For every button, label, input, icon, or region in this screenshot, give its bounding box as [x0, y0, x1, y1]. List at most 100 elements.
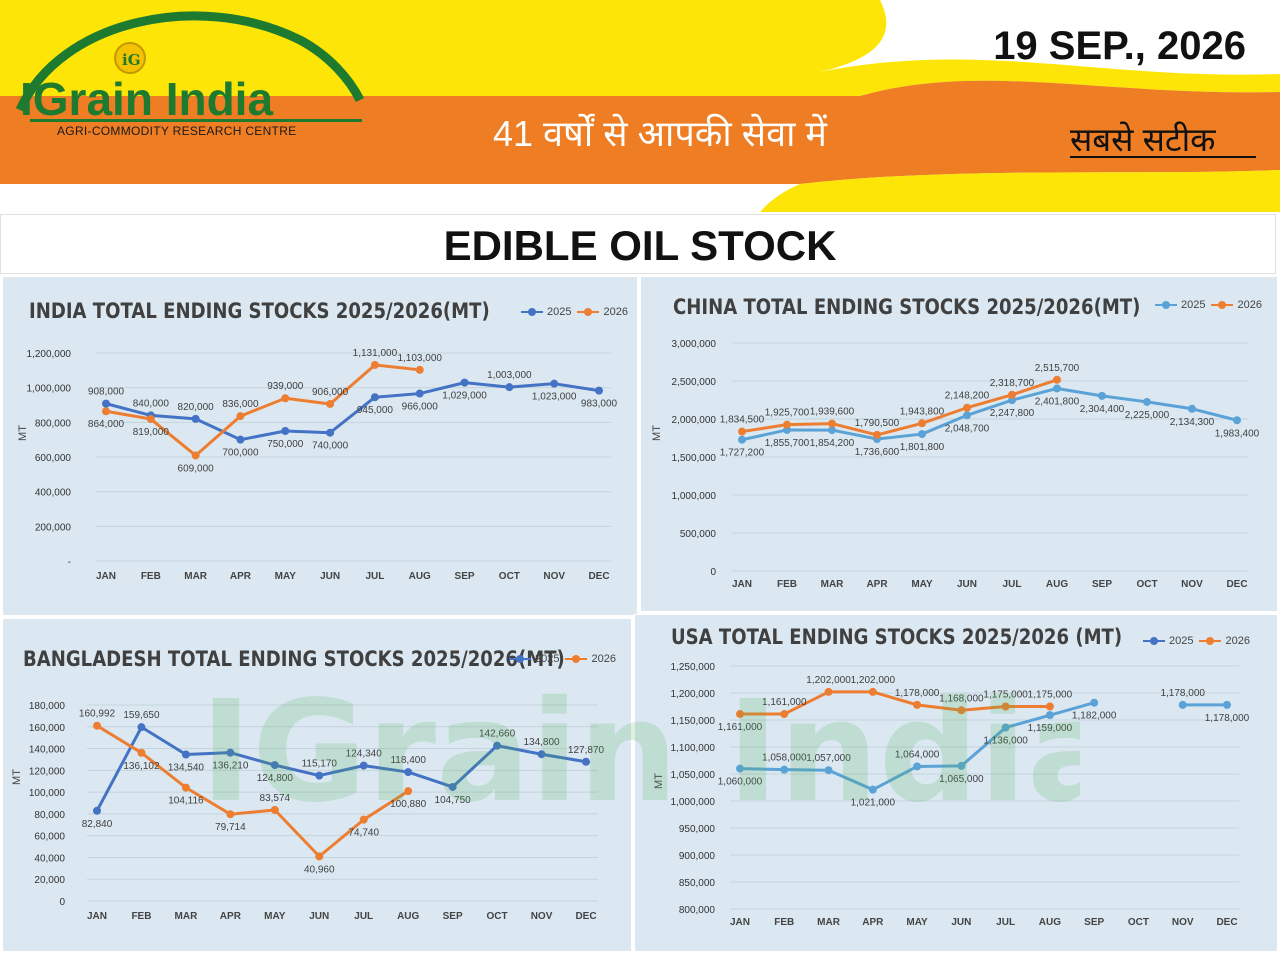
brand-name: IGrain India — [20, 73, 274, 125]
y-tick-label: 2,500,000 — [672, 377, 717, 388]
x-tick-label: JUN — [951, 917, 971, 928]
data-label: 134,540 — [168, 763, 205, 774]
data-label: 1,178,000 — [895, 688, 940, 699]
data-label: 945,000 — [357, 405, 394, 416]
data-point-2026 — [326, 399, 335, 408]
data-point-2026 — [1001, 702, 1010, 711]
chart-legend: 2025 2026 — [1143, 635, 1250, 647]
x-tick-label: SEP — [443, 911, 463, 922]
x-tick-label: DEC — [588, 571, 609, 582]
x-tick-label: AUG — [409, 571, 431, 582]
y-tick-label: 1,000,000 — [672, 491, 717, 502]
data-label: 160,992 — [79, 709, 116, 720]
series-line-2025 — [95, 725, 587, 812]
x-tick-label: MAR — [175, 911, 199, 922]
y-tick-label: 0 — [59, 897, 65, 908]
data-point-2025 — [191, 414, 200, 423]
data-point-2026 — [780, 710, 789, 719]
y-tick-label: 180,000 — [29, 701, 66, 712]
tagline-hindi: 41 वर्षों से आपकी सेवा में — [493, 113, 827, 154]
series-line-2026 — [96, 724, 409, 858]
x-tick-label: NOV — [543, 571, 565, 582]
data-point-2026 — [226, 810, 235, 819]
chart-panel-china: CHINA TOTAL ENDING STOCKS 2025/2026(MT) … — [640, 276, 1278, 612]
x-tick-label: JUL — [996, 917, 1015, 928]
data-label: 127,870 — [568, 745, 605, 756]
x-tick-label: SEP — [1092, 579, 1112, 590]
y-tick-label: 3,000,000 — [672, 339, 717, 350]
x-tick-label: OCT — [1128, 917, 1149, 928]
data-point-2026 — [370, 360, 379, 369]
x-tick-label: APR — [862, 917, 884, 928]
x-tick-label: AUG — [1046, 579, 1068, 590]
data-point-2025 — [1223, 700, 1231, 709]
data-label: 1,939,600 — [810, 407, 855, 418]
legend-label: 2025 — [547, 306, 572, 318]
data-point-2025 — [963, 411, 971, 420]
y-tick-label: 140,000 — [29, 745, 66, 756]
y-tick-label: 600,000 — [35, 453, 72, 464]
data-label: 74,740 — [348, 828, 379, 839]
y-tick-label: 100,000 — [29, 788, 66, 799]
logo-arc — [15, 11, 365, 112]
chart-title: USA TOTAL ENDING STOCKS 2025/2026 (MT) — [671, 625, 1123, 649]
header-banner: iG IGrain India AGRI-COMMODITY RESEARCH … — [0, 0, 1280, 212]
report-date: 19 SEP., 2026 — [993, 24, 1246, 68]
data-point-2025 — [460, 378, 469, 387]
y-tick-label: 1,100,000 — [671, 743, 716, 754]
data-point-2025 — [505, 383, 514, 392]
data-label: 820,000 — [178, 402, 215, 413]
data-label: 750,000 — [267, 439, 304, 450]
legend-item-2025: 2025 — [521, 306, 571, 318]
tagline-underline — [1070, 156, 1256, 158]
data-label: 124,340 — [346, 749, 383, 760]
data-point-2026 — [918, 419, 926, 428]
series-line-2025 — [105, 381, 600, 442]
x-tick-label: APR — [220, 911, 242, 922]
chart-plot-usa: 800,000850,000900,000950,0001,000,0001,0… — [671, 662, 1250, 928]
data-label: 118,400 — [390, 755, 426, 766]
data-label: 1,065,000 — [939, 774, 984, 785]
data-point-2025 — [824, 766, 833, 775]
banner-background: iG — [0, 0, 1280, 212]
x-tick-label: DEC — [1216, 917, 1237, 928]
data-point-2026 — [1008, 390, 1016, 399]
data-point-2025 — [738, 435, 746, 444]
data-point-2026 — [146, 415, 155, 424]
chart-title: BANGLADESH TOTAL ENDING STOCKS 2025/2026… — [23, 647, 565, 671]
series-line-2026 — [741, 378, 1058, 437]
data-label: 2,247,800 — [990, 408, 1035, 419]
x-tick-label: JUL — [365, 571, 384, 582]
data-label: 1,943,800 — [900, 406, 945, 417]
data-label: 2,048,700 — [945, 423, 990, 434]
data-label: 2,515,700 — [1035, 363, 1080, 374]
chart-plot-india: - 200,000 400,000 600,000 800,000 1,000,000 1,… — [27, 348, 618, 582]
data-point-2025 — [537, 750, 546, 759]
data-point-2025 — [315, 771, 324, 780]
logo-grain-icon — [114, 42, 146, 74]
data-label: 2,401,800 — [1035, 396, 1080, 407]
y-tick-label: 80,000 — [34, 810, 65, 821]
data-label: 115,170 — [302, 759, 338, 770]
x-tick-label: NOV — [531, 911, 553, 922]
data-label: 1,178,000 — [1205, 713, 1250, 724]
data-label: 134,800 — [523, 737, 560, 748]
data-point-2025 — [918, 430, 926, 439]
y-tick-label: 1,150,000 — [671, 716, 716, 727]
data-label: 1,003,000 — [487, 370, 532, 381]
y-tick-label: 1,050,000 — [671, 770, 716, 781]
data-label: 1,925,700 — [765, 408, 810, 419]
y-tick-label: 1,500,000 — [672, 453, 717, 464]
data-point-2026 — [913, 700, 922, 709]
x-tick-label: OCT — [487, 911, 508, 922]
x-tick-label: MAR — [821, 579, 845, 590]
x-tick-label: OCT — [499, 571, 520, 582]
chart-panel-usa: USA TOTAL ENDING STOCKS 2025/2026 (MT) 2… — [634, 614, 1278, 952]
series-line-2026 — [105, 363, 420, 457]
data-label: 1,161,000 — [762, 697, 807, 708]
data-point-2026 — [181, 783, 190, 792]
data-label: 1,058,000 — [762, 753, 807, 764]
y-tick-label: 1,200,000 — [27, 349, 72, 360]
x-tick-label: JAN — [732, 579, 752, 590]
y-tick-label: - — [68, 557, 71, 568]
